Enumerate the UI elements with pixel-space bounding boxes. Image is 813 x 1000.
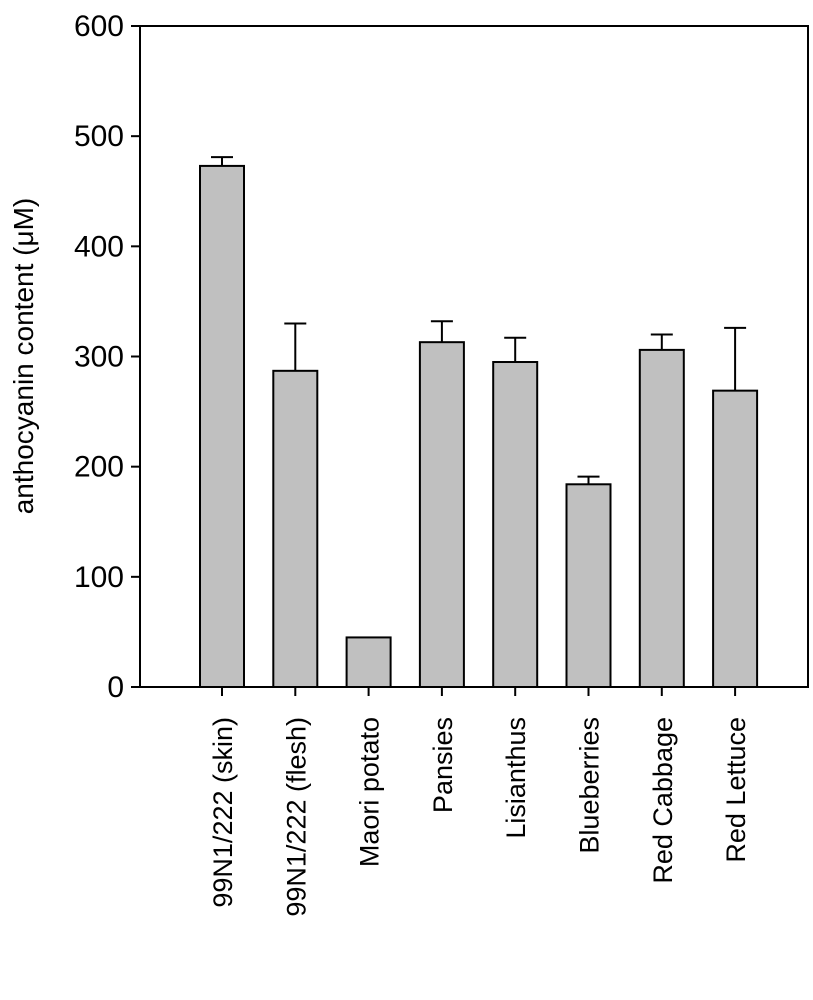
bar [345,636,392,688]
bar [199,164,245,688]
x-category-label: Red Cabbage [648,717,678,884]
x-category-label: Blueberries [575,717,605,854]
x-category-label: Red Lettuce [721,717,751,863]
bar [638,348,685,688]
y-axis-title: anthocyanin content (μM) [8,198,39,515]
error-bars-layer [211,156,747,485]
y-tick-label: 200 [74,451,124,484]
bars-layer [199,164,759,688]
y-tick-label: 500 [74,120,124,153]
bar [565,483,612,688]
bar [712,389,759,688]
x-axis: 99N1/222 (skin) 99N1/222 (flesh) Maori pot… [208,687,751,917]
y-tick-label: 100 [74,561,124,594]
bar [272,369,319,688]
x-category-label: Maori potato [355,717,385,867]
x-category-label: Pansies [428,717,458,813]
x-category-label: Lisianthus [501,717,531,839]
x-category-label: 99N1/222 (flesh) [281,717,311,917]
y-tick-label: 0 [107,671,124,704]
x-category-label: 99N1/222 (skin) [208,717,238,908]
y-axis: 0 100 200 300 400 500 600 [74,10,140,704]
bar [492,361,539,688]
y-tick-label: 300 [74,341,124,374]
y-tick-label: 600 [74,10,124,43]
y-tick-label: 400 [74,230,124,263]
bar [418,341,465,688]
